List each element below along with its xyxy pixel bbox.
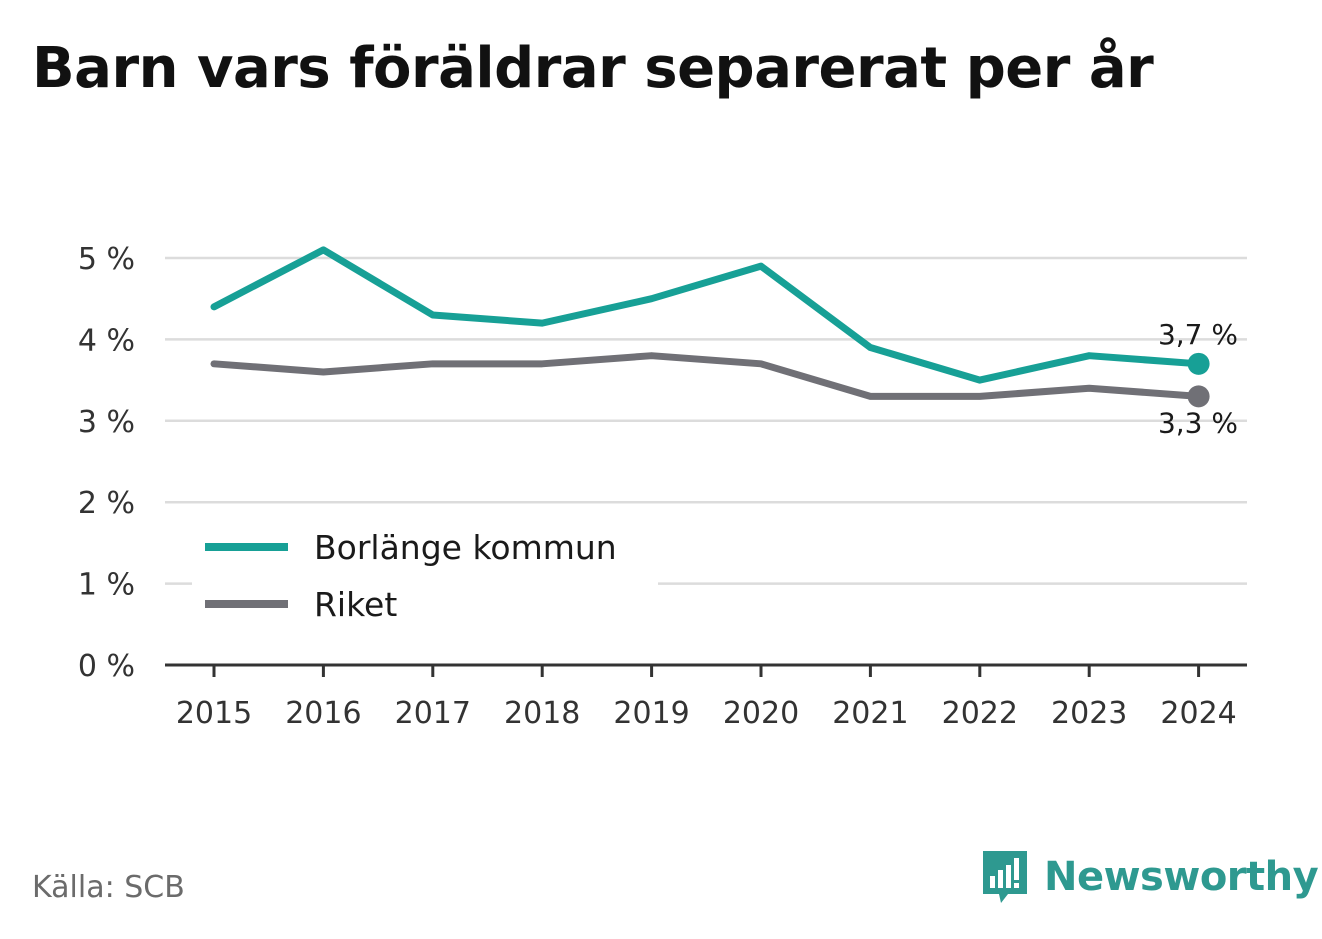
source-note: Källa: SCB: [32, 870, 185, 905]
x-tick-label: 2019: [613, 696, 689, 731]
x-tick-label: 2018: [504, 696, 580, 731]
legend: Borlänge kommun Riket: [192, 515, 658, 637]
chart-title: Barn vars föräldrar separerat per år: [32, 36, 1154, 101]
y-tick-label: 5 %: [78, 242, 135, 277]
series: [210, 246, 1210, 408]
x-tick-label: 2024: [1160, 696, 1236, 731]
end-value-label: 3,3 %: [1158, 406, 1238, 439]
brand-name: Newsworthy: [1044, 854, 1319, 900]
axes: 0 % 1 % 2 % 3 % 4 % 5 % 2015 2016 2017 2018 2019 20…: [78, 242, 1247, 731]
x-tick-label: 2021: [832, 696, 908, 731]
end-value-label: 3,7 %: [1158, 318, 1238, 351]
series-line: [210, 246, 1203, 384]
legend-label: Riket: [314, 585, 397, 624]
y-tick-label: 4 %: [78, 323, 135, 358]
series-line: [210, 352, 1203, 400]
y-tick-label: 3 %: [78, 405, 135, 440]
end-point-marker: [1187, 352, 1210, 375]
y-tick-label: 2 %: [78, 486, 135, 521]
x-tick-label: 2022: [942, 696, 1018, 731]
y-tick-label: 0 %: [78, 649, 135, 684]
x-tick-label: 2016: [285, 696, 361, 731]
legend-background: [192, 515, 658, 637]
legend-label: Borlänge kommun: [314, 528, 617, 567]
y-tick-label: 1 %: [78, 568, 135, 603]
brand-logo: Newsworthy: [980, 848, 1319, 906]
end-point-marker: [1187, 385, 1210, 408]
x-tick-label: 2020: [723, 696, 799, 731]
x-tick-label: 2015: [176, 696, 252, 731]
line-chart: 0 % 1 % 2 % 3 % 4 % 5 % 2015 2016 2017 2018 2019 20…: [78, 242, 1247, 731]
end-labels: 3,7 % 3,3 %: [1158, 318, 1238, 440]
x-tick-label: 2017: [395, 696, 471, 731]
bar-chart-speech-bubble-icon: [983, 851, 1027, 903]
x-tick-label: 2023: [1051, 696, 1127, 731]
